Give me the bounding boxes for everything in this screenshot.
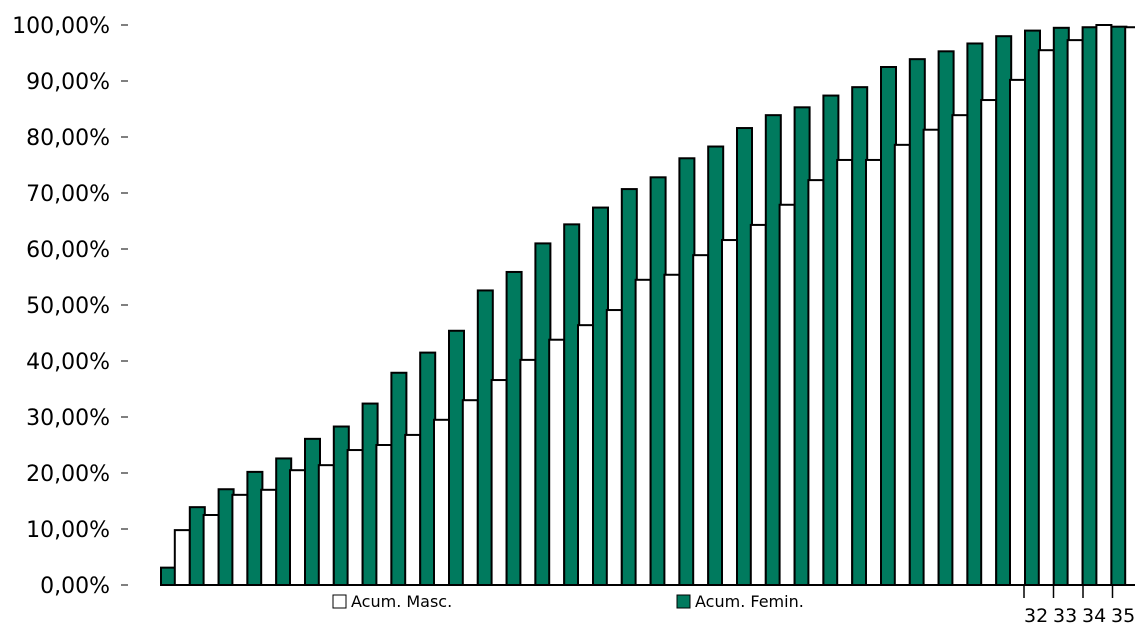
legend-swatch-masc [332, 594, 347, 609]
bar-masc [778, 203, 796, 586]
bar-femin [764, 114, 782, 586]
bar-masc [1009, 78, 1026, 586]
bar-femin [851, 86, 869, 586]
bar-femin [620, 188, 638, 587]
y-tick-label: 60,00% [26, 238, 110, 263]
bar-femin [1081, 26, 1099, 587]
bar-masc [605, 309, 623, 586]
bar-femin [390, 371, 408, 587]
y-tick-label: 40,00% [26, 350, 110, 375]
bar-masc [548, 338, 566, 586]
bar-masc [922, 128, 940, 586]
bar-femin [160, 566, 177, 587]
bar-femin [937, 50, 955, 586]
bar-femin [1024, 29, 1041, 587]
bar-femin [505, 270, 523, 586]
bar-femin [822, 94, 840, 586]
x-tick-label: 34 [1082, 605, 1106, 627]
bar-femin [246, 470, 264, 587]
bar-masc [202, 514, 220, 586]
bar-masc [692, 254, 710, 586]
y-tick-label: 80,00% [26, 126, 110, 151]
bar-femin [275, 457, 293, 586]
bar-femin [217, 488, 235, 586]
bar-masc [865, 158, 882, 587]
bar-masc [893, 143, 911, 586]
bar-masc [1095, 24, 1113, 586]
bar-femin [1052, 26, 1070, 587]
bar-masc [807, 179, 825, 586]
bar-femin [534, 242, 552, 586]
bar-masc [836, 158, 854, 587]
bar-femin [649, 176, 667, 586]
bar-masc [663, 273, 681, 586]
y-tick-label: 10,00% [26, 518, 110, 543]
legend-swatch-femin [676, 594, 691, 609]
x-tick-label: 33 [1053, 605, 1077, 627]
bar-masc [634, 278, 652, 586]
bar-masc [173, 529, 191, 586]
y-tick-label: 100,00% [12, 14, 110, 39]
bar-masc [749, 223, 767, 586]
bar-femin [304, 437, 321, 586]
bar-femin [995, 35, 1013, 586]
y-tick-label: 90,00% [26, 70, 110, 95]
bar-masc [375, 444, 393, 586]
bar-femin [592, 206, 609, 586]
bar-masc [1124, 26, 1135, 587]
bar-masc [260, 488, 278, 586]
bar-masc [519, 358, 537, 586]
x-tick-label: 35 [1111, 605, 1135, 627]
bar-femin [361, 402, 379, 586]
y-axis: 0,00% 10,00% 20,00% 30,00% 40,00% 50,00% 60,00… [12, 14, 128, 599]
y-tick-label: 20,00% [26, 462, 110, 487]
bar-femin [188, 506, 206, 586]
bar-masc [1037, 49, 1055, 586]
bar-femin [563, 223, 581, 587]
y-tick-label: 30,00% [26, 406, 110, 431]
bar-masc [980, 99, 998, 586]
bar-femin [966, 42, 984, 587]
y-tick-label: 0,00% [40, 574, 110, 599]
bar-masc [346, 449, 364, 587]
bar-masc [404, 433, 422, 587]
x-axis: 32 33 34 35 [1023, 585, 1135, 627]
bar-femin [880, 66, 897, 586]
bar-masc [231, 493, 249, 586]
y-tick-label: 50,00% [26, 294, 110, 319]
bar-femin [419, 351, 437, 586]
legend-label-femin: Acum. Femin. [695, 592, 804, 611]
bar-masc [490, 379, 508, 587]
bar-femin [448, 329, 465, 587]
bar-masc [577, 324, 594, 586]
bar-masc [433, 418, 450, 586]
bar-femin [678, 157, 696, 586]
bar-masc [289, 469, 306, 587]
bar-masc [721, 239, 738, 586]
legend: Acum. Masc. Acum. Femin. [332, 592, 804, 611]
bar-femin [476, 289, 494, 586]
bar-masc [461, 399, 479, 587]
bar-masc [951, 114, 969, 586]
bar-femin [736, 127, 753, 586]
bar-femin [1110, 25, 1128, 587]
bar-masc [1066, 39, 1084, 587]
x-tick-label: 32 [1024, 605, 1048, 627]
legend-label-masc: Acum. Masc. [351, 592, 452, 611]
bar-femin [793, 106, 811, 586]
bar-femin [332, 425, 350, 586]
bar-femin [707, 145, 725, 587]
y-tick-label: 70,00% [26, 182, 110, 207]
bar-femin [908, 58, 926, 587]
bars [160, 24, 1135, 587]
bar-masc [317, 464, 335, 586]
